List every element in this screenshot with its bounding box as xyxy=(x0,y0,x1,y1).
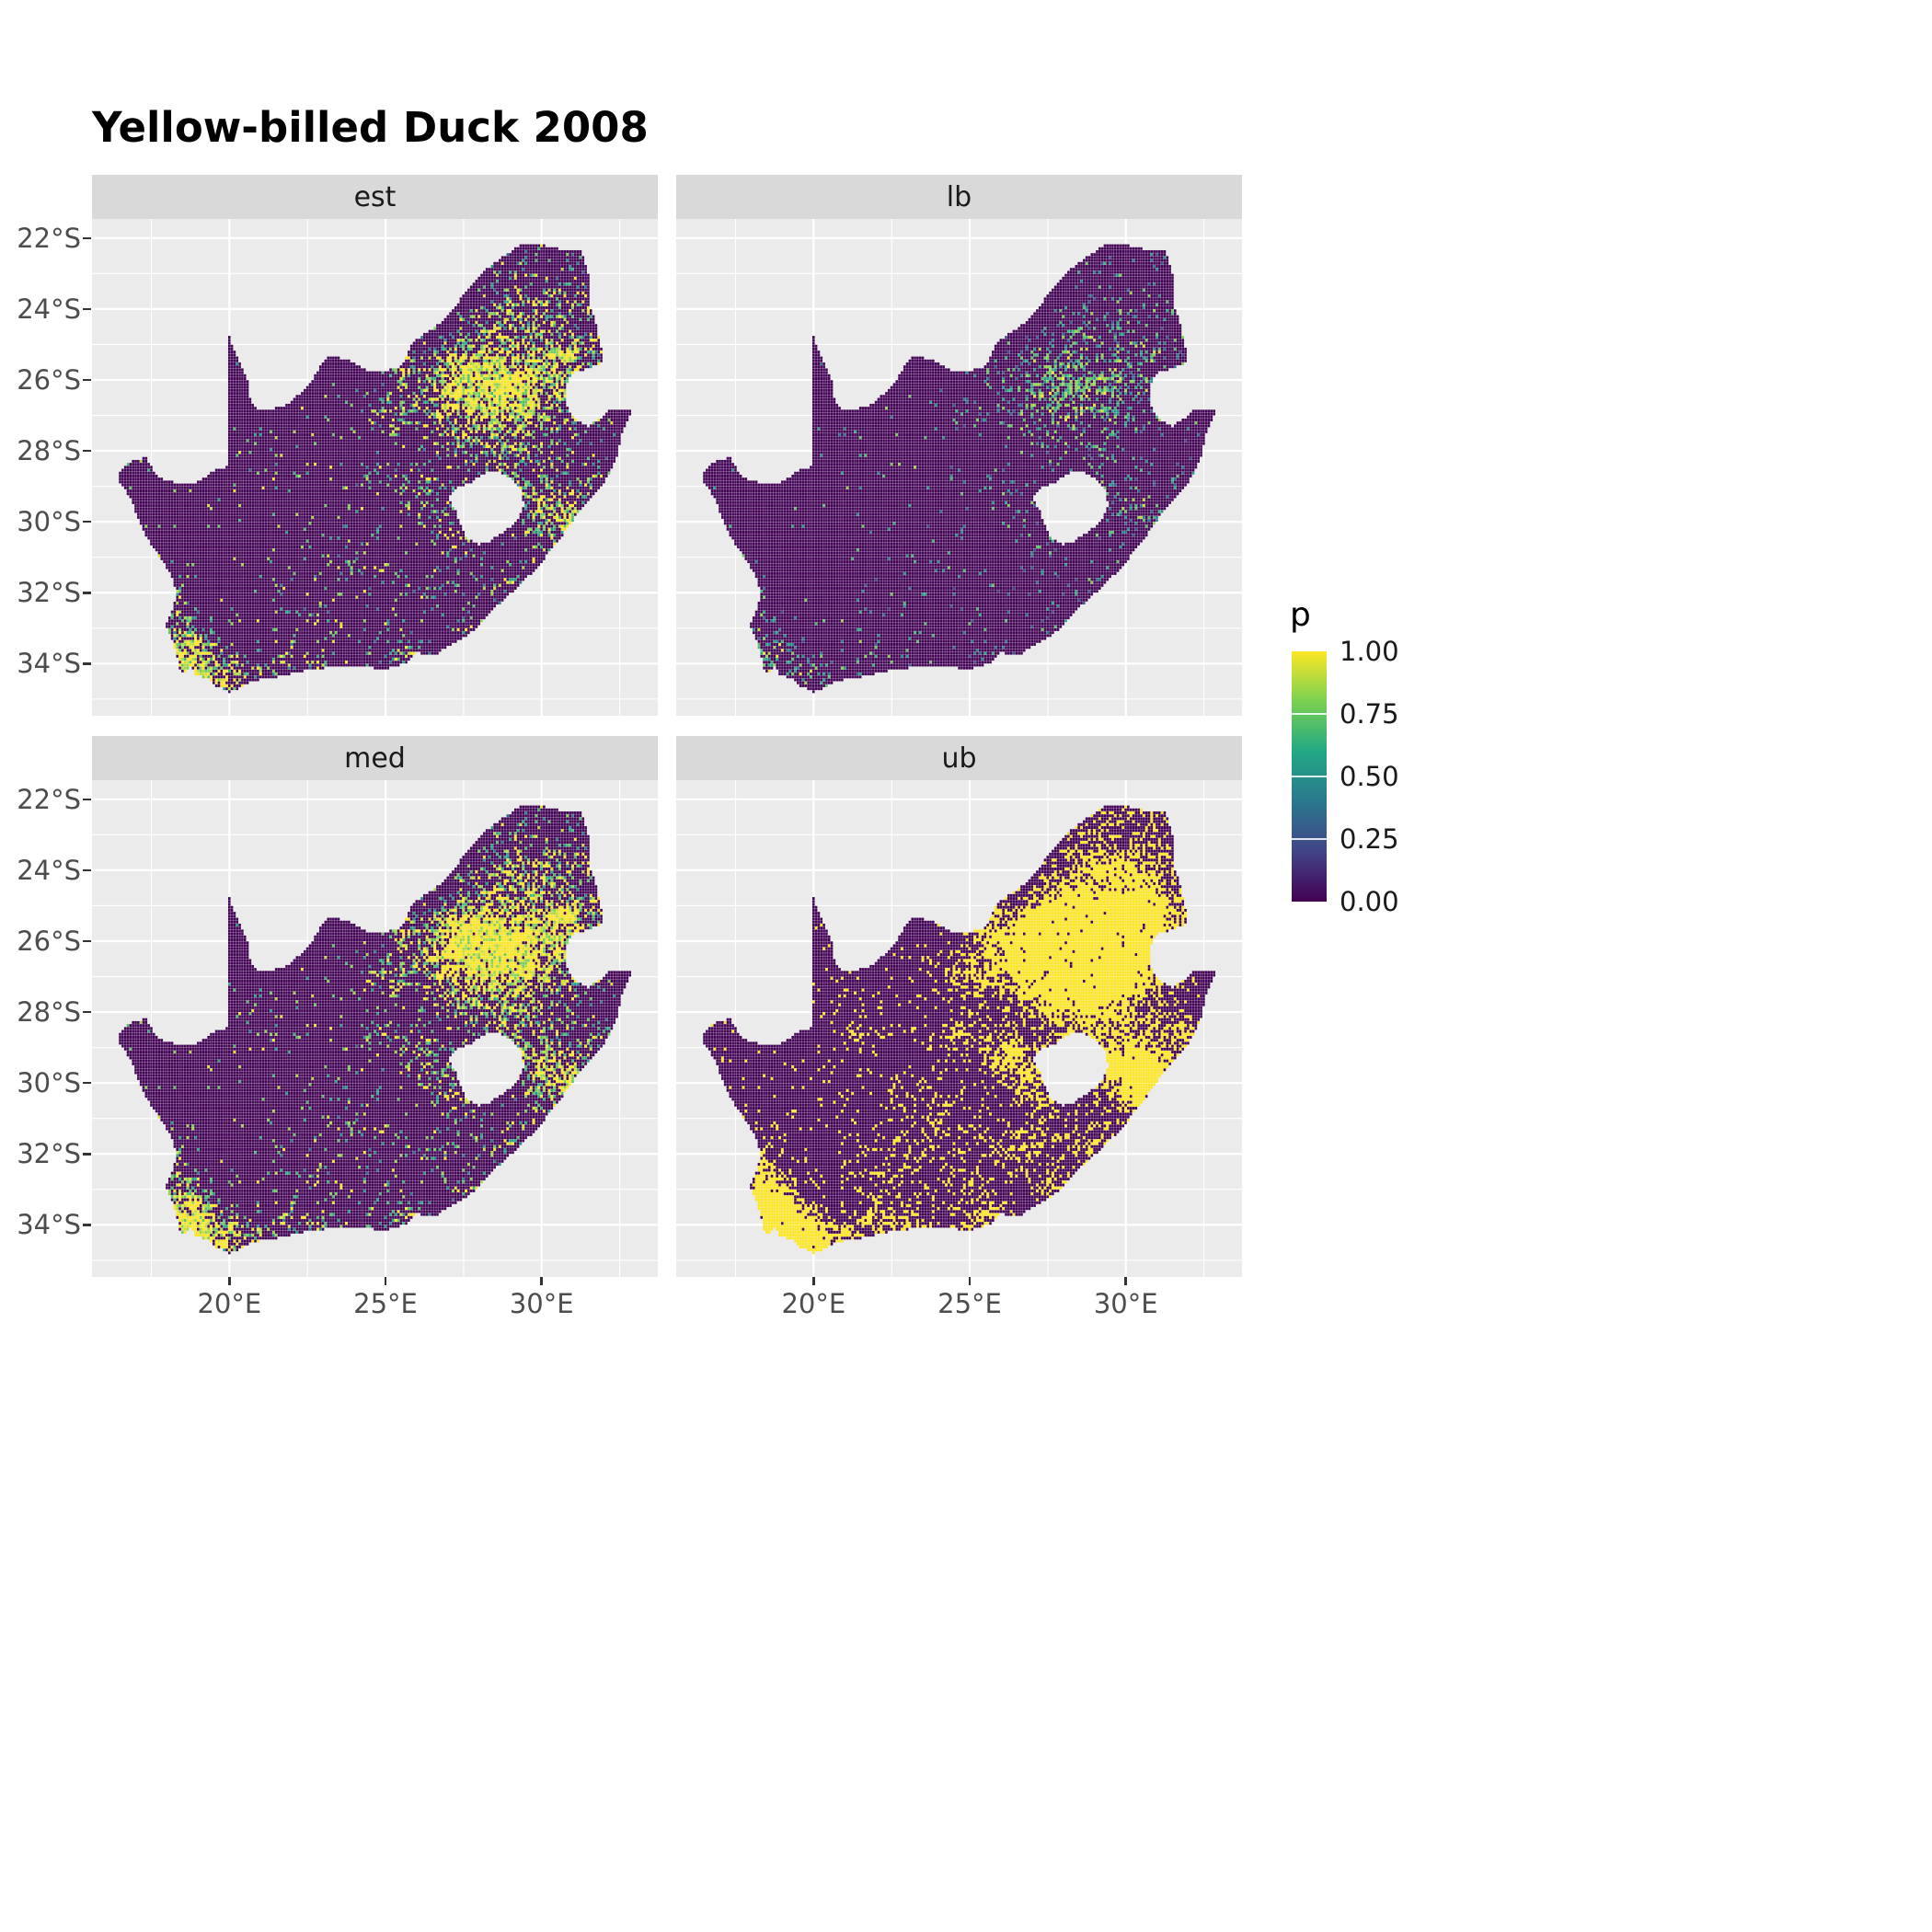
y-axis-tick-label: 32°S xyxy=(17,1138,81,1170)
y-axis-tick xyxy=(83,939,91,943)
facet-strip-est: est xyxy=(92,175,658,219)
x-axis-tick-label: 25°E xyxy=(353,1288,418,1319)
y-axis-tick-label: 32°S xyxy=(17,577,81,609)
y-axis-tick xyxy=(83,798,91,801)
legend-tick-label: 0.00 xyxy=(1340,886,1399,917)
facet-panel-ub: ub xyxy=(676,736,1242,1277)
y-axis-tick-label: 26°S xyxy=(17,363,81,396)
x-axis-tick-label: 20°E xyxy=(781,1288,846,1319)
y-axis-tick xyxy=(83,1153,91,1156)
x-axis-tick xyxy=(540,1277,543,1285)
y-axis-tick xyxy=(83,1010,91,1014)
y-axis-tick-label: 22°S xyxy=(17,222,81,254)
facet-strip-label: med xyxy=(344,742,406,775)
y-axis-tick xyxy=(83,449,91,453)
y-axis-tick-label: 22°S xyxy=(17,783,81,815)
y-axis-tick xyxy=(83,662,91,665)
facet-panel-med: med xyxy=(92,736,658,1277)
facet-strip-ub: ub xyxy=(676,736,1242,780)
facet-strip-label: lb xyxy=(946,180,972,213)
y-axis-tick xyxy=(83,592,91,594)
y-axis-tick-label: 34°S xyxy=(17,1209,81,1241)
y-axis-tick-label: 34°S xyxy=(17,648,81,680)
y-axis-tick xyxy=(83,1081,91,1085)
y-axis-tick-label: 26°S xyxy=(17,925,81,957)
legend-colorbar-tick xyxy=(1292,713,1327,715)
facet-panel-est: est xyxy=(92,175,658,716)
x-axis-tick xyxy=(1124,1277,1127,1285)
legend-tick-label: 0.50 xyxy=(1340,761,1399,792)
legend-tick-label: 0.75 xyxy=(1340,698,1399,730)
map-canvas-est xyxy=(92,219,658,716)
y-axis-tick-label: 24°S xyxy=(17,854,81,886)
y-axis-tick xyxy=(83,236,91,240)
facet-strip-label: est xyxy=(353,180,397,213)
legend-tick-label: 0.25 xyxy=(1340,823,1399,855)
x-axis-tick xyxy=(812,1277,815,1285)
y-axis-tick-label: 30°S xyxy=(17,1067,81,1099)
facet-strip-med: med xyxy=(92,736,658,780)
legend-colorbar-tick xyxy=(1292,776,1327,777)
y-axis-tick xyxy=(83,868,91,872)
legend-colorbar-tick xyxy=(1292,838,1327,840)
y-axis-tick-label: 28°S xyxy=(17,435,81,467)
y-axis-tick xyxy=(83,307,91,311)
x-axis-tick-label: 20°E xyxy=(197,1288,262,1319)
y-axis-tick-label: 28°S xyxy=(17,996,81,1029)
x-axis-tick-label: 30°E xyxy=(509,1288,574,1319)
map-canvas-ub xyxy=(676,780,1242,1277)
y-axis-tick xyxy=(83,378,91,382)
map-canvas-lb xyxy=(676,219,1242,716)
x-axis-tick xyxy=(228,1277,231,1285)
y-axis-tick xyxy=(83,520,91,523)
facet-strip-lb: lb xyxy=(676,175,1242,219)
y-axis-tick-label: 24°S xyxy=(17,293,81,325)
plot-title: Yellow-billed Duck 2008 xyxy=(92,103,649,152)
facet-strip-label: ub xyxy=(941,742,977,775)
facet-panel-lb: lb xyxy=(676,175,1242,716)
legend-title: p xyxy=(1290,596,1311,634)
x-axis-tick-label: 30°E xyxy=(1093,1288,1158,1319)
x-axis-tick xyxy=(968,1277,972,1285)
legend-tick-label: 1.00 xyxy=(1340,636,1399,667)
y-axis-tick-label: 30°S xyxy=(17,506,81,538)
x-axis-tick-label: 25°E xyxy=(937,1288,1002,1319)
y-axis-tick xyxy=(83,1224,91,1226)
map-canvas-med xyxy=(92,780,658,1277)
x-axis-tick xyxy=(384,1277,387,1285)
